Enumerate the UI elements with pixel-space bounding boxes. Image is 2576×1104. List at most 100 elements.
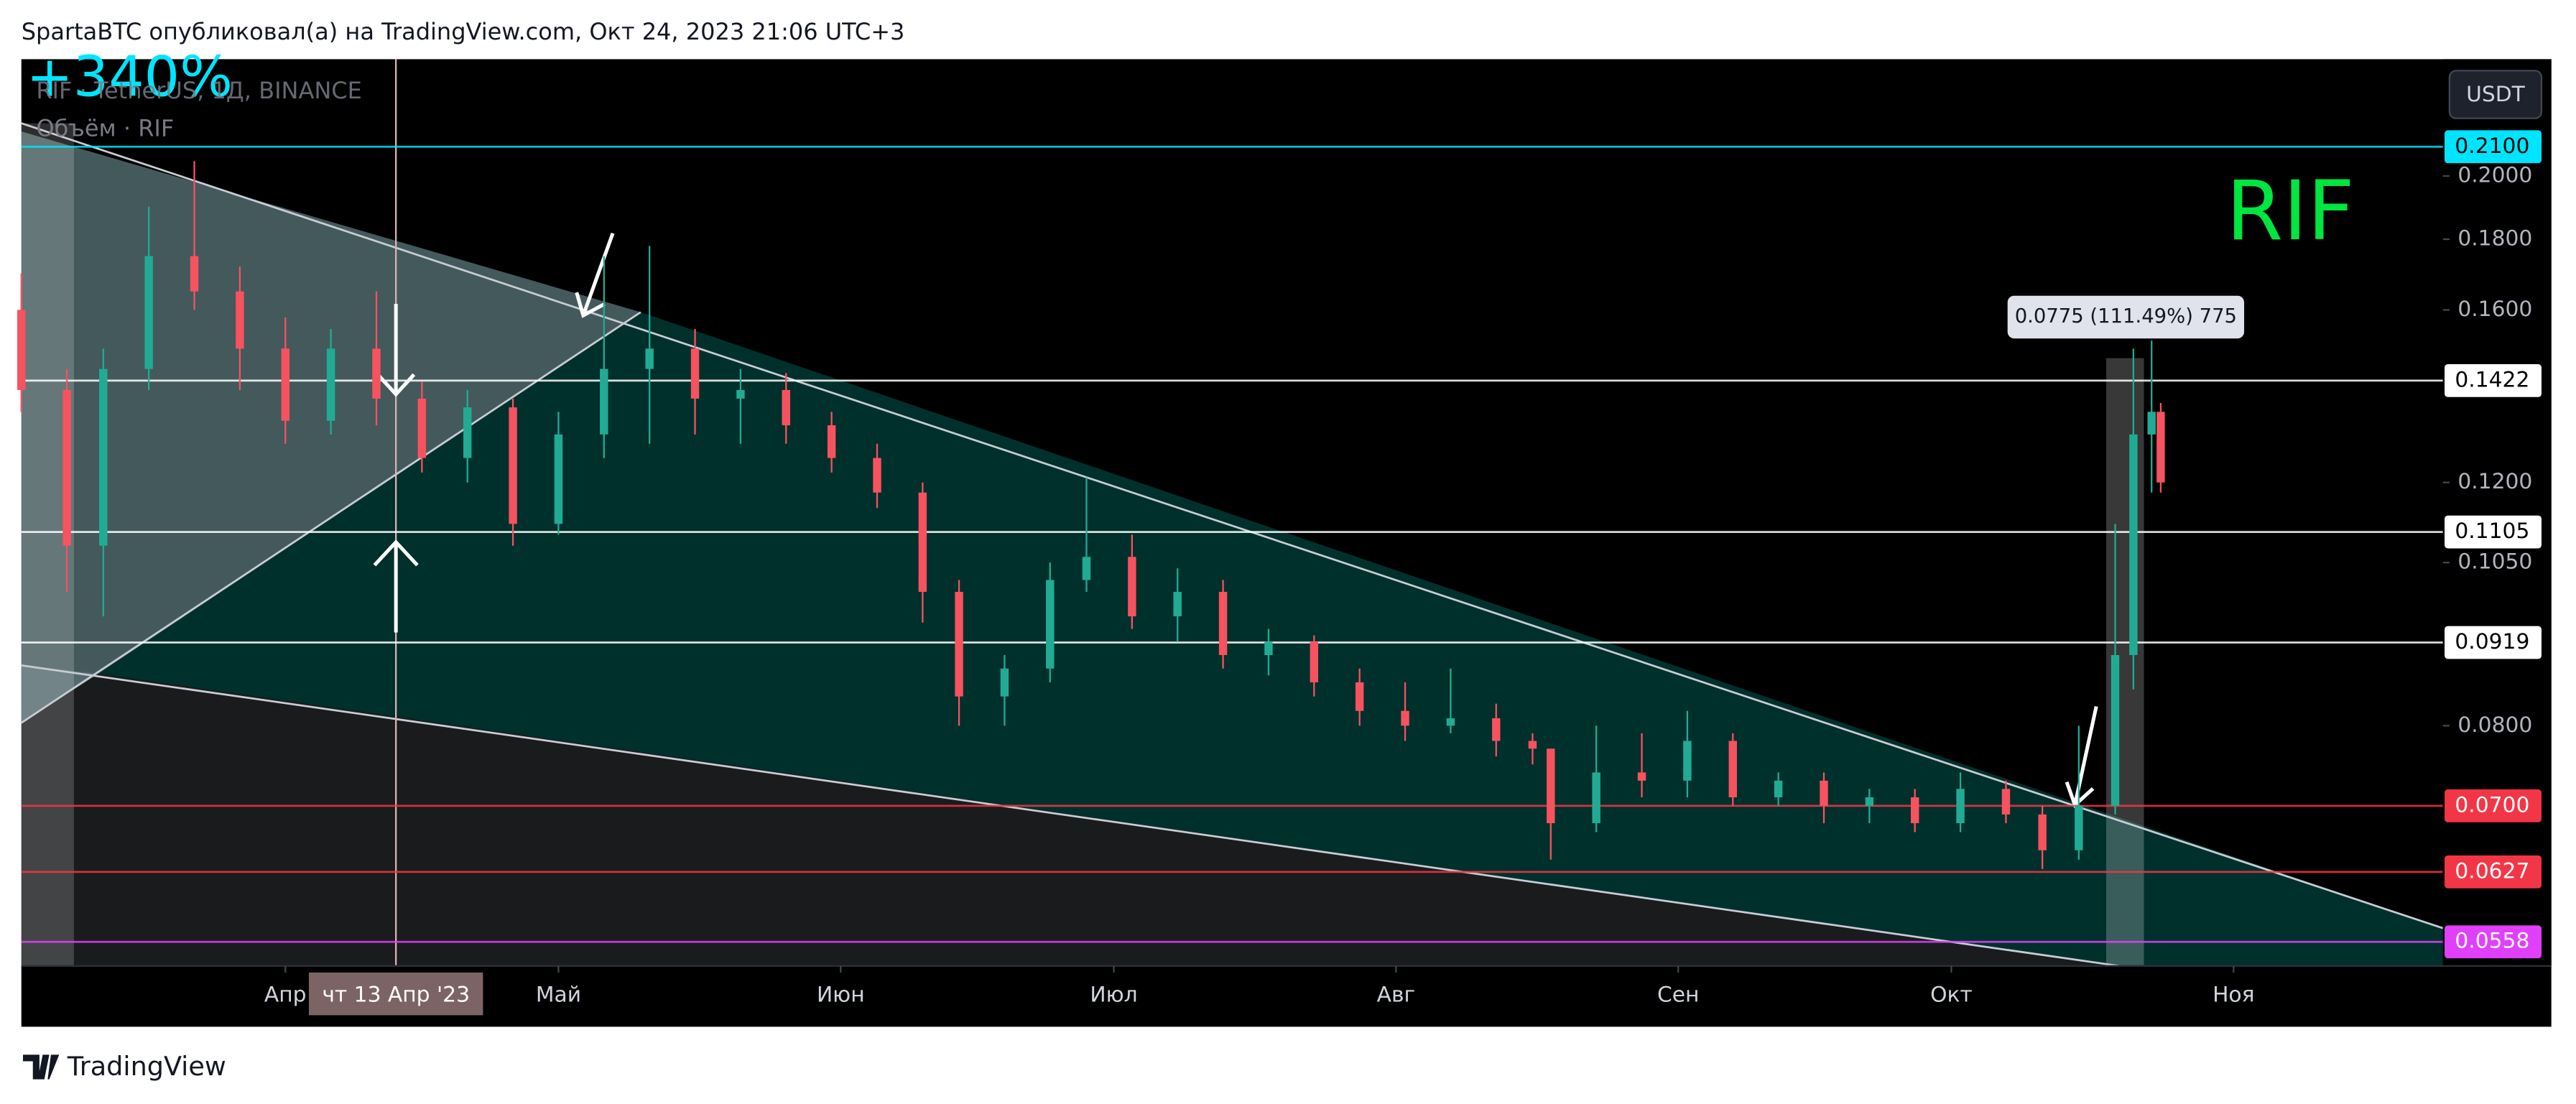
- candle-body: [17, 310, 26, 390]
- candle-body: [2156, 412, 2165, 483]
- y-tick-label: 0.0800: [2457, 713, 2532, 738]
- candle-body: [1128, 557, 1136, 617]
- footer-brand: TradingView: [67, 1051, 226, 1082]
- x-tick-label: Сен: [1657, 982, 1699, 1007]
- level-box: [2445, 855, 2542, 889]
- candle-body: [2001, 789, 2011, 815]
- y-tick-label: 0.1600: [2457, 297, 2532, 322]
- axes: 0.2000 0.1800 0.1600 0.1200 0.1050 0.0800 Апр М…: [264, 130, 2542, 1007]
- x-tick-label: Авг: [1377, 982, 1415, 1007]
- candle-body: [1355, 682, 1364, 711]
- candle-body: [1446, 718, 1455, 726]
- candle-body: [281, 348, 289, 421]
- candle-body: [1728, 741, 1737, 798]
- trend-line: [21, 664, 2120, 968]
- crosshair-box: [308, 972, 483, 1016]
- candle-body: [1082, 557, 1091, 580]
- level-box: [2445, 626, 2542, 659]
- wedge: [98, 312, 2443, 966]
- level-label: 0.0700: [2455, 792, 2529, 817]
- arrow: [575, 232, 615, 318]
- level-label: 0.0919: [2455, 629, 2529, 654]
- candle-body: [1592, 772, 1600, 824]
- candle-body: [99, 368, 108, 546]
- candle-body: [372, 348, 381, 399]
- candle-body: [1637, 772, 1646, 781]
- measure-label: 0.0775 (111.49%) 775: [2015, 305, 2237, 328]
- y-tick-label: 0.1200: [2457, 469, 2532, 494]
- x-tick-label: Апр: [264, 982, 307, 1007]
- candle-body: [873, 458, 881, 493]
- candle-body: [236, 291, 244, 349]
- level-box: [2445, 515, 2542, 549]
- candle-body: [1000, 668, 1009, 697]
- candle-body: [190, 256, 199, 292]
- level-box: [2445, 925, 2542, 959]
- candle-body: [463, 407, 472, 458]
- candle-body: [1683, 741, 1692, 781]
- level-box: [2445, 789, 2542, 822]
- crosshair-label: чт 13 Апр '23: [322, 982, 470, 1007]
- trend-line: [21, 122, 2444, 929]
- level-label: 0.1105: [2455, 519, 2529, 544]
- candle-body: [736, 389, 745, 399]
- measure-box: [2007, 295, 2245, 339]
- level-label: 0.1422: [2455, 367, 2529, 392]
- level-label: 0.0558: [2455, 929, 2529, 954]
- candle-body: [1547, 748, 1555, 824]
- x-tick-label: Июн: [817, 982, 865, 1007]
- header: SpartaBTC опубликовал(а) на TradingView.…: [22, 18, 905, 45]
- candle-body: [554, 434, 563, 524]
- candle-body: [1528, 741, 1537, 749]
- candle-body: [918, 492, 927, 592]
- y-tick-label: 0.1800: [2457, 226, 2532, 251]
- x-tick-label: Окт: [1930, 982, 1973, 1007]
- levels: [21, 145, 2443, 943]
- candle-body: [1956, 789, 1965, 824]
- candle-body: [1218, 591, 1228, 655]
- x-tick-label: Июл: [1090, 982, 1137, 1007]
- candle-body: [509, 407, 517, 524]
- candle-body: [1310, 641, 1319, 682]
- y-tick-label: 0.1050: [2457, 549, 2532, 575]
- level-label: 0.0627: [2455, 858, 2529, 883]
- candle-body: [1774, 780, 1783, 798]
- level-box: [2445, 130, 2542, 164]
- candle-body: [326, 348, 335, 421]
- candle-body: [144, 256, 153, 369]
- x-tick-label: Ноя: [2213, 982, 2254, 1007]
- change-label: +340%: [27, 45, 233, 110]
- volume-line: Объём · RIF: [36, 115, 174, 142]
- candle-body: [2075, 805, 2083, 850]
- logo: [23, 1054, 60, 1080]
- candle-body: [1264, 641, 1273, 655]
- candle-body: [417, 398, 427, 458]
- candle-body: [1173, 591, 1182, 617]
- level-box: [2445, 364, 2542, 397]
- symbol-badge: RIF: [2226, 163, 2355, 259]
- candle-body: [2129, 434, 2138, 655]
- y-tick-label: 0.2000: [2457, 163, 2532, 188]
- currency-button[interactable]: [2448, 70, 2543, 119]
- candle-body: [690, 348, 700, 399]
- candle-body: [1401, 710, 1409, 726]
- candle-body: [2147, 412, 2156, 435]
- candle-body: [955, 591, 963, 697]
- candles: [17, 161, 2165, 869]
- candle-body: [1820, 780, 1828, 806]
- candle-body: [62, 389, 71, 546]
- candle-body: [782, 389, 790, 426]
- currency-button-label[interactable]: USDT: [2466, 82, 2526, 107]
- candle-body: [827, 425, 836, 458]
- candle-body: [645, 348, 654, 369]
- candle-body: [1046, 580, 1055, 669]
- candle-body: [2111, 654, 2120, 806]
- candle-body: [1492, 718, 1501, 741]
- arrow: [373, 539, 419, 633]
- symbol-line: RIF · TetherUS, 1Д, BINANCE: [36, 77, 362, 104]
- candle-body: [1865, 797, 1874, 806]
- x-tick-label: Май: [536, 982, 581, 1007]
- candle-body: [600, 368, 608, 435]
